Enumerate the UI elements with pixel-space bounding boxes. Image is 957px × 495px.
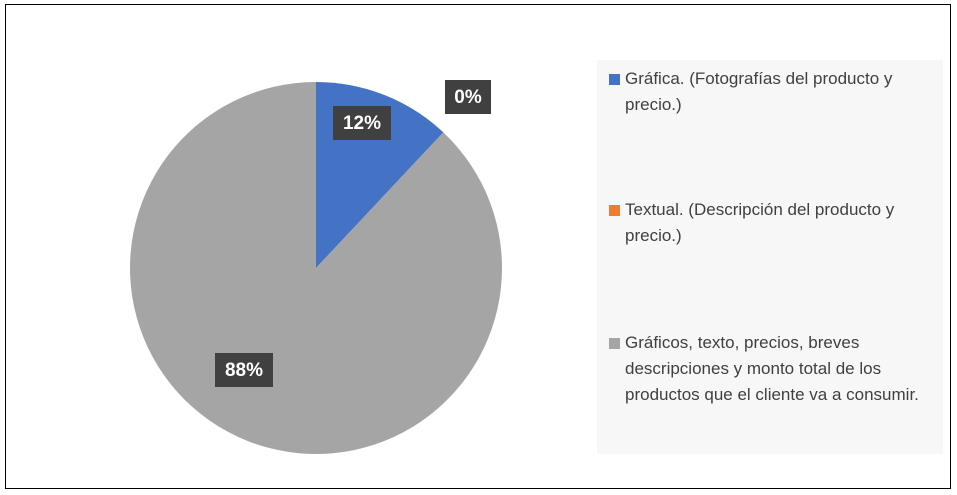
data-label-text: 0% [454, 87, 482, 108]
legend-swatch [609, 205, 620, 216]
legend-label: Gráficos, texto, precios, breves descrip… [625, 333, 919, 404]
legend-label: Textual. (Descripción del producto y pre… [625, 200, 895, 245]
data-label-box [445, 80, 491, 114]
data-label-text: 12% [343, 113, 381, 134]
data-label: 12% [333, 106, 391, 140]
chart-frame [5, 4, 951, 489]
legend-label: Gráfica. (Fotografías del producto y pre… [625, 69, 893, 114]
data-label: 88% [215, 353, 273, 387]
data-label-text: 88% [225, 360, 263, 381]
legend: Gráfica. (Fotografías del producto y pre… [597, 60, 943, 454]
data-label-box [215, 353, 273, 387]
pie-slice [129, 82, 503, 455]
data-label-box [333, 106, 391, 140]
legend-swatch [609, 74, 620, 85]
legend-swatch [609, 338, 620, 349]
data-label: 0% [445, 80, 491, 114]
